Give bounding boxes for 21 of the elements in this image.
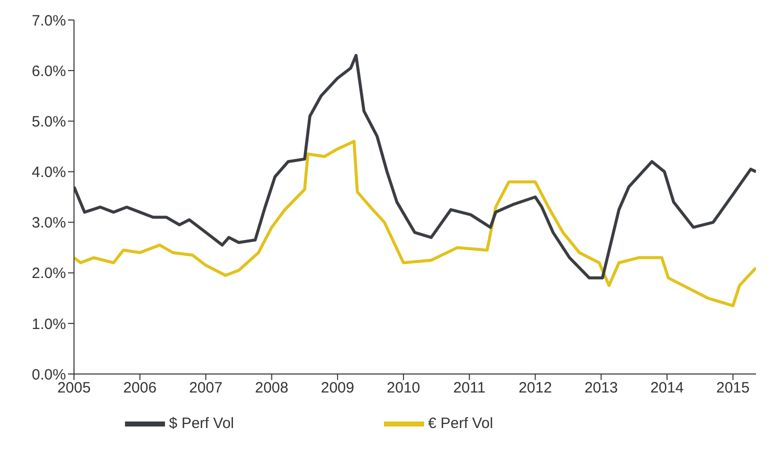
x-tick-label: 2011 <box>453 380 486 397</box>
x-tick-label: 2008 <box>254 380 288 397</box>
y-tick-label: 5.0% <box>32 113 66 130</box>
legend-label: $ Perf Vol <box>168 414 234 432</box>
x-tick-label: 2014 <box>650 380 684 397</box>
y-tick-label: 7.0% <box>32 12 66 30</box>
line-series <box>74 140 756 308</box>
x-tick-label: 2012 <box>518 380 552 397</box>
y-tick-label: 1.0% <box>32 316 66 333</box>
y-tick-label: 3.0% <box>32 214 66 232</box>
x-tick-label: 2007 <box>189 380 222 397</box>
y-tick-label: 4.0% <box>32 164 66 182</box>
line-series <box>74 54 756 280</box>
x-tick-label: 2010 <box>386 380 420 397</box>
x-tick-label: 2013 <box>584 380 618 397</box>
legend-label: € Perf Vol <box>428 414 494 432</box>
y-tick-label: 6.0% <box>32 62 66 80</box>
x-tick-label: 2006 <box>123 380 157 397</box>
x-tick-label: 2009 <box>320 380 354 397</box>
x-tick-label: 2015 <box>716 380 750 397</box>
y-tick-label: 2.0% <box>32 265 66 282</box>
